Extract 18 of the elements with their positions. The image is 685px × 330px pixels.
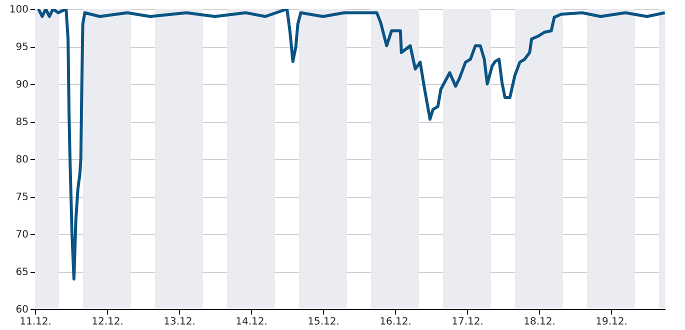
y-tick-label: 85 xyxy=(16,117,28,128)
x-tick-label: 12.12. xyxy=(92,316,124,328)
x-tick-label: 18.12. xyxy=(524,316,556,328)
y-tick-label: 70 xyxy=(16,230,28,240)
y-tick-label: 65 xyxy=(16,267,28,278)
x-tick-label: 15.12. xyxy=(308,316,340,328)
x-tick-label: 11.12. xyxy=(20,316,52,328)
x-tick-label: 13.12. xyxy=(164,316,196,328)
x-tick-label: 17.12. xyxy=(452,316,484,328)
y-tick-label: 80 xyxy=(16,154,28,166)
y-tick-label: 90 xyxy=(16,80,28,90)
y-tick-label: 100 xyxy=(9,4,28,16)
x-tick-label: 19.12. xyxy=(596,316,628,328)
x-tick-label: 14.12. xyxy=(236,316,268,328)
y-tick-label: 95 xyxy=(16,42,28,53)
x-tick-label: 16.12. xyxy=(380,316,412,328)
y-tick-label: 75 xyxy=(16,192,28,203)
y-tick-label: 60 xyxy=(16,304,28,316)
